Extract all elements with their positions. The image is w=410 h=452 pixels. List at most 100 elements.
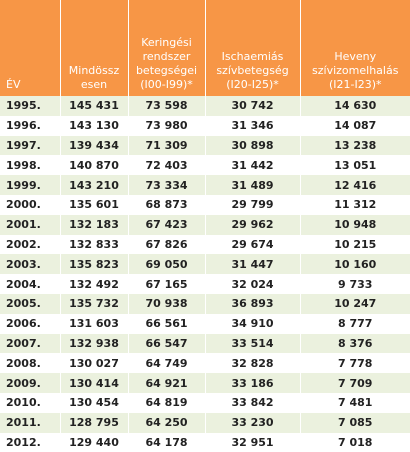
header-line: szívbetegség (216, 64, 289, 77)
value-cell: 64 250 (127, 412, 205, 433)
header-line: Keringési (141, 36, 192, 49)
value-cell: 36 893 (204, 293, 300, 314)
header-line: ÉV (6, 78, 21, 91)
year-cell: 2011. (0, 412, 60, 433)
value-cell: 10 948 (299, 214, 410, 235)
value-cell: 72 403 (127, 155, 205, 176)
value-cell: 13 238 (299, 135, 410, 156)
table-row: 2003. 135 823 69 050 31 447 10 160 (0, 254, 410, 275)
value-cell: 32 024 (204, 274, 300, 294)
year-cell: 2000. (6, 198, 41, 212)
year-cell: 1995. (0, 96, 60, 116)
header-line: Ischaemiás (221, 50, 284, 63)
year-cell: 2005. (0, 293, 60, 314)
value-cell: 29 962 (204, 214, 300, 235)
year-cell: 2007. (0, 333, 60, 354)
value-cell: 64 178 (127, 432, 205, 452)
table-row: 1995. 145 431 73 598 30 742 14 630 (0, 96, 410, 116)
value-cell: 132 833 (59, 234, 128, 255)
value-cell: 33 230 (204, 412, 300, 433)
header-line: Mindössz (68, 64, 120, 77)
year-cell: 1998. (6, 158, 41, 172)
value-cell: 145 431 (59, 96, 128, 116)
value-cell: 130 454 (59, 392, 128, 413)
table-row: 2011. 128 795 64 250 33 230 7 085 (0, 412, 410, 433)
value-cell: 132 938 (59, 333, 128, 354)
value-cell: 69 050 (127, 254, 205, 275)
value-cell: 73 334 (127, 175, 205, 195)
value-cell: 31 442 (204, 155, 300, 176)
value-cell: 33 842 (204, 392, 300, 413)
header-cell: ÉV (0, 0, 60, 96)
header-line: (I21-I23)* (328, 78, 382, 91)
value-cell: 129 440 (59, 432, 128, 452)
value-cell: 31 447 (204, 254, 300, 275)
value-cell: 132 183 (59, 214, 128, 235)
value-cell: 33 186 (204, 373, 300, 393)
value-cell: 139 434 (59, 135, 128, 156)
header-line: szívizomelhalás (312, 64, 399, 77)
table-row: 1999. 143 210 73 334 31 489 12 416 (0, 175, 410, 195)
table-row: 2007. 132 938 66 547 33 514 8 376 (0, 333, 410, 354)
year-cell: 2008. (6, 356, 41, 370)
table-row: 2000. 135 601 68 873 29 799 11 312 (0, 194, 410, 215)
value-cell: 132 492 (59, 274, 128, 294)
value-cell: 32 951 (204, 432, 300, 452)
value-cell: 67 423 (127, 214, 205, 235)
value-cell: 32 828 (204, 353, 300, 374)
header-line: Heveny (334, 50, 377, 63)
year-cell: 2001. (0, 214, 60, 235)
value-cell: 14 087 (299, 115, 410, 136)
table-row: 1997. 139 434 71 309 30 898 13 238 (0, 135, 410, 156)
value-cell: 12 416 (299, 175, 410, 195)
year-cell: 2012. (6, 435, 41, 449)
table-row: 2010. 130 454 64 819 33 842 7 481 (0, 392, 410, 413)
header-cell: Ischaemiás szívbetegség (I20-I25)* (204, 0, 300, 96)
value-cell: 30 898 (204, 135, 300, 156)
value-cell: 29 799 (204, 194, 300, 215)
value-cell: 140 870 (59, 155, 128, 176)
header-cell: Keringési rendszer betegségei (I00-I99)* (127, 0, 205, 96)
value-cell: 67 165 (127, 274, 205, 294)
value-cell: 143 130 (59, 115, 128, 136)
table-row: 1996. 143 130 73 980 31 346 14 087 (0, 115, 410, 136)
value-cell: 66 561 (127, 313, 205, 334)
value-cell: 31 346 (204, 115, 300, 136)
table-body: 1995. 145 431 73 598 30 742 14 630 1996. 143 1… (0, 96, 410, 452)
value-cell: 7 481 (299, 392, 410, 413)
value-cell: 10 215 (299, 234, 410, 255)
year-cell: 2003. (0, 254, 60, 275)
value-cell: 14 630 (299, 96, 410, 116)
value-cell: 11 312 (299, 194, 410, 215)
value-cell: 135 732 (59, 293, 128, 314)
header-line: rendszer (142, 50, 191, 63)
value-cell: 73 980 (127, 115, 205, 136)
value-cell: 30 742 (204, 96, 300, 116)
header-cell: Mindössz esen (59, 0, 128, 96)
table-row: 2005. 135 732 70 938 36 893 10 247 (0, 293, 410, 314)
value-cell: 130 027 (59, 353, 128, 374)
table-row: 2012. 129 440 64 178 32 951 7 018 (0, 432, 410, 452)
value-cell: 7 778 (299, 353, 410, 374)
value-cell: 29 674 (204, 234, 300, 255)
value-cell: 7 085 (299, 412, 410, 433)
value-cell: 135 601 (59, 194, 128, 215)
year-cell: 2010. (6, 396, 41, 410)
value-cell: 135 823 (59, 254, 128, 275)
value-cell: 10 160 (299, 254, 410, 275)
value-cell: 10 247 (299, 293, 410, 314)
value-cell: 64 921 (127, 373, 205, 393)
value-cell: 68 873 (127, 194, 205, 215)
value-cell: 70 938 (127, 293, 205, 314)
value-cell: 13 051 (299, 155, 410, 176)
year-cell: 1999. (0, 175, 60, 195)
value-cell: 130 414 (59, 373, 128, 393)
value-cell: 66 547 (127, 333, 205, 354)
value-cell: 64 819 (127, 392, 205, 413)
year-cell: 1997. (0, 135, 60, 156)
header-cell: Heveny szívizomelhalás (I21-I23)* (299, 0, 410, 96)
value-cell: 9 733 (299, 274, 410, 294)
table-row: 2006. 131 603 66 561 34 910 8 777 (0, 313, 410, 334)
